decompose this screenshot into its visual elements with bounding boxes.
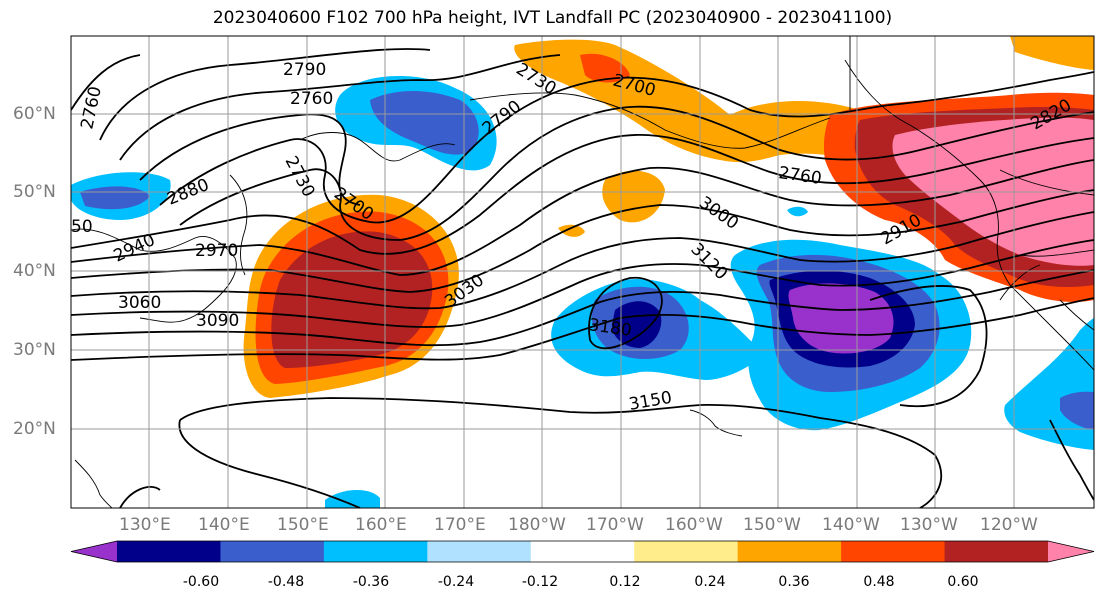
longitude-label: 140°W [822,515,880,535]
colorbar-segment [841,541,946,562]
colorbar-tick-label: -0.24 [437,574,475,590]
colorbar-segment [634,541,739,562]
gridlines [71,36,1094,508]
contour-label: 2760 [290,89,333,109]
colorbar-tick-label: 0.36 [778,574,810,590]
contour-label: 2760 [77,85,106,131]
longitude-label: 180°W [508,515,566,535]
latitude-label: 60°N [13,104,56,124]
colorbar-tick-label: -0.48 [267,574,305,590]
coastlines [71,36,1094,508]
map-frame [70,35,1095,509]
ivt-shading [71,36,1094,508]
longitude-label: 140°E [198,515,250,535]
colorbar-segment [530,541,635,562]
colorbar-segment [1048,541,1094,562]
longitude-label: 150°W [743,515,801,535]
map-title: 2023040600 F102 700 hPa height, IVT Land… [212,8,893,28]
contour-label: 3060 [118,293,161,313]
latitude-label: 50°N [13,182,56,202]
colorbar-tick-label: -0.12 [521,574,559,590]
contour-label: 3000 [695,193,742,234]
colorbar-tick-label: 0.48 [863,574,895,590]
colorbar-outline [70,540,1095,563]
longitude-label: 130°W [900,515,958,535]
contour-label: 2940 [111,230,159,266]
contour-label: 2790 [479,97,525,139]
colorbar-segment [427,541,532,562]
colorbar-tick-label: 0.12 [609,574,641,590]
contour-label: 2970 [195,241,238,261]
contour-label: 3150 [627,388,673,415]
contour-label: 2790 [283,60,326,80]
longitude-label: 170°W [586,515,644,535]
colorbar-tick-label: 0.60 [947,574,979,590]
longitude-label: 130°E [119,515,171,535]
longitude-label: 160°E [355,515,407,535]
longitude-label: 120°W [980,515,1038,535]
colorbar-segment [944,541,1049,562]
latitude-label: 20°N [13,419,56,439]
colorbar-tick-label: -0.60 [182,574,220,590]
colorbar-segment [737,541,842,562]
longitude-label: 160°W [665,515,723,535]
colorbar-tick-label: -0.36 [352,574,390,590]
latitude-label: 30°N [13,340,56,360]
contour-label: 3090 [196,311,239,331]
colorbar-segment [323,541,428,562]
contour-label: 2760 [777,163,823,189]
latitude-label: 40°N [13,261,56,281]
longitude-label: 170°E [434,515,486,535]
longitude-label: 150°E [277,515,329,535]
colorbar [70,540,1095,563]
colorbar-segment [220,541,325,562]
colorbar-segment [117,541,221,562]
contour-label: 50 [71,217,93,237]
colorbar-segment [71,541,117,562]
contour-label: 2880 [164,175,212,210]
colorbar-tick-label: 0.24 [694,574,726,590]
contour-label: 3120 [686,239,731,284]
height-contours [71,48,1094,508]
